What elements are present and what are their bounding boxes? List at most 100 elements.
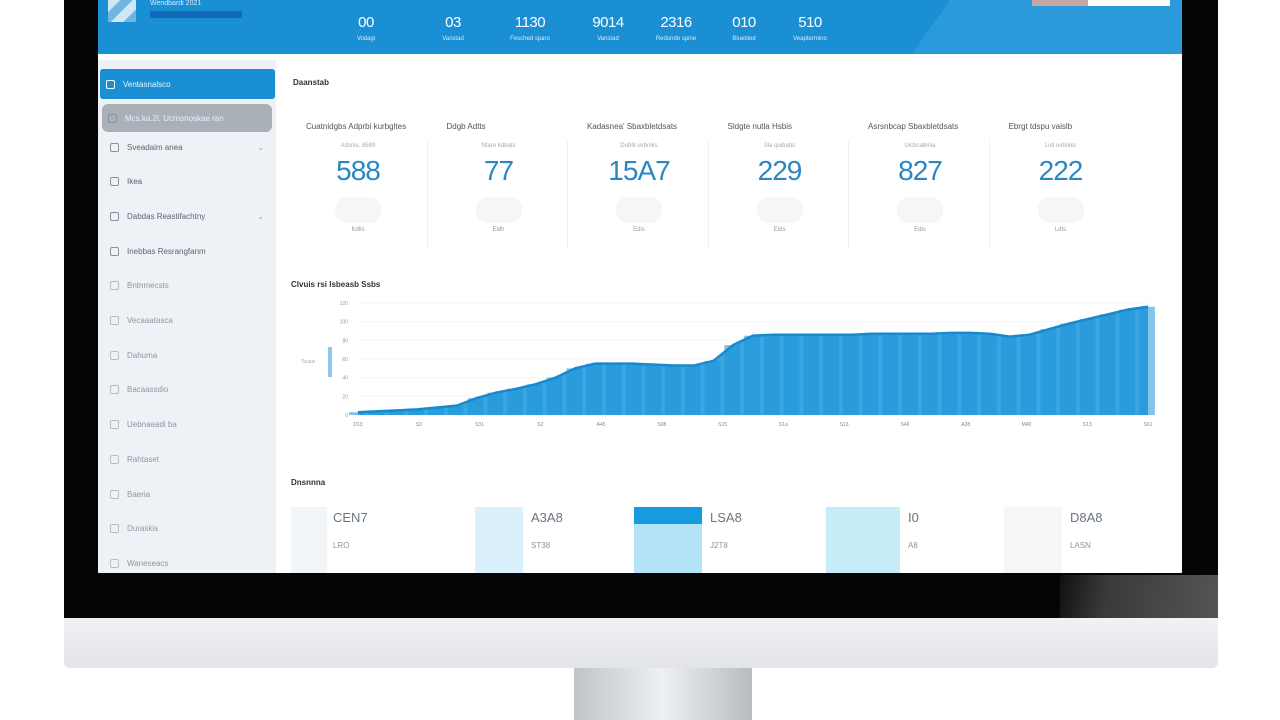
x-tick-label: M40 bbox=[1022, 422, 1032, 428]
kpi-sparkline bbox=[335, 197, 381, 223]
header-button[interactable] bbox=[1032, 0, 1088, 6]
chat-icon bbox=[110, 281, 119, 291]
kpi-card[interactable]: Ebrgt tdspu vaislb Luti uvbniks 222 Ldts bbox=[991, 122, 1131, 233]
sidebar-item[interactable]: Inebbas Resrangfanm bbox=[104, 237, 274, 265]
chevron-down-icon[interactable]: ⌄ bbox=[257, 211, 264, 221]
chart-bar bbox=[1079, 318, 1096, 415]
sidebar-item[interactable]: Vecaaatasca bbox=[104, 307, 274, 335]
y-tick-label: 20 bbox=[342, 394, 348, 400]
chart-bar bbox=[1060, 323, 1076, 415]
kpi-subtitle: Adsnis. 8599 bbox=[340, 143, 376, 149]
chart-bar bbox=[566, 368, 583, 415]
sidebar-item[interactable]: Uebnaeadi ba bbox=[104, 411, 274, 439]
chart-bar bbox=[447, 405, 464, 415]
summary-subvalue: LRO bbox=[333, 541, 350, 550]
overview-title: Daanstab bbox=[293, 78, 330, 87]
chart-title: Clvuis rsi lsbeasb Ssbs bbox=[291, 280, 381, 289]
kpi-sparkline bbox=[897, 197, 943, 223]
header-right-panel bbox=[912, 0, 1182, 54]
chart-bar bbox=[1139, 306, 1155, 415]
summary-value: LSA8 bbox=[710, 510, 742, 525]
summary-color-block bbox=[475, 507, 523, 573]
sidebar-item[interactable]: Sveadaim anea ⌄ bbox=[104, 133, 274, 161]
area-chart: 0 20 40 60 80 100 120 Tsuasi D13 S3 S31 S2 A45 S08 S15… bbox=[301, 301, 1155, 428]
chart-bar bbox=[428, 407, 444, 415]
sidebar-item[interactable]: Rahtaset bbox=[104, 445, 274, 473]
chart-bar bbox=[1040, 329, 1057, 415]
kpi-title: Cuatnidgbs Adprbi kurbgltes bbox=[306, 122, 407, 131]
kpi-footer: Kdlis bbox=[351, 227, 365, 233]
kpi-footer: Eldh bbox=[492, 227, 505, 233]
kpi-sparkline bbox=[616, 197, 662, 223]
sidebar-item[interactable]: Duraskis bbox=[104, 515, 274, 543]
chart-bar bbox=[882, 333, 899, 415]
sidebar-item[interactable]: Mcs.ka.2l. Ucrnsnoskae ran ⌄ bbox=[102, 104, 272, 132]
chart-bar bbox=[842, 334, 859, 415]
sidebar-item[interactable]: Dabdas Reastifachtny ⌄ bbox=[104, 202, 274, 230]
kpi-subtitle: Ulcbcalbnia bbox=[904, 143, 936, 149]
header-stat-label: Redunde spine bbox=[655, 36, 697, 42]
sidebar-item[interactable]: Dahuma bbox=[104, 341, 274, 369]
header-stat: 510 Veaptermino bbox=[770, 14, 850, 42]
sidebar-item[interactable]: Baeria bbox=[104, 480, 274, 508]
y-axis-label: Tsuasi bbox=[301, 359, 315, 365]
header-search-input[interactable] bbox=[1088, 0, 1170, 6]
sidebar-item-label: Sveadaim anea bbox=[127, 142, 183, 152]
kpi-card[interactable]: Asrsnbcap Sbaxbletdsats Ulcbcalbnia 827 Edl… bbox=[850, 122, 990, 233]
chevron-down-icon[interactable]: ⌄ bbox=[257, 142, 264, 152]
kpi-footer: Edis bbox=[633, 227, 645, 233]
x-tick-label: S61 bbox=[1144, 422, 1153, 428]
sidebar-item-label: Bntnmecsts bbox=[127, 281, 169, 291]
chart-bar bbox=[368, 411, 385, 415]
logo-icon[interactable] bbox=[108, 0, 136, 22]
kpi-sparkline bbox=[475, 197, 522, 223]
kpi-card[interactable]: Cuatnidgbs Adprbi kurbgltes Adsnis. 8599 5… bbox=[288, 122, 428, 233]
kpi-value: 222 bbox=[1038, 155, 1084, 186]
chart-bar bbox=[744, 335, 760, 415]
chart-bar bbox=[546, 377, 563, 415]
sidebar-item[interactable]: Bacaassdio bbox=[104, 376, 274, 404]
chevron-down-icon[interactable]: ⌄ bbox=[255, 113, 262, 123]
kpi-title: Kadasnea' Sbaxbletdsats bbox=[587, 122, 678, 131]
x-tick-label: S13 bbox=[1083, 422, 1092, 428]
header-stat-label: Bluebled bbox=[732, 36, 756, 42]
kpi-divider bbox=[426, 140, 428, 250]
chart-bar bbox=[645, 364, 662, 415]
sidebar: Ventasnalsco Mcs.ka.2l. Ucrnsnoskae ran ⌄ S… bbox=[98, 60, 276, 573]
sidebar-item[interactable]: Waneseacs bbox=[104, 549, 274, 573]
header-stat-value: 510 bbox=[798, 14, 822, 31]
sidebar-item-label: Ikea bbox=[127, 177, 143, 187]
sidebar-item[interactable]: Ikea bbox=[104, 168, 274, 196]
bottom-section-title: Dnsnnna bbox=[291, 478, 326, 487]
header-stat-label: Vanstad bbox=[442, 36, 464, 42]
x-tick-label: S13 bbox=[840, 422, 849, 428]
sidebar-item[interactable]: Ventasnalsco bbox=[100, 69, 275, 99]
kpi-card[interactable]: Ddgb Adtts Ntare kdbats 77 Eldh bbox=[429, 122, 569, 233]
kpi-title: Asrsnbcap Sbaxbletdsats bbox=[868, 122, 959, 131]
chart-bar bbox=[763, 334, 780, 415]
sidebar-item-label: Baeria bbox=[127, 489, 151, 499]
chart-bar bbox=[1020, 334, 1037, 415]
info-icon bbox=[110, 558, 119, 568]
kpi-footer: Ldts bbox=[1054, 227, 1067, 233]
chart-bar bbox=[704, 360, 721, 415]
chart-bar bbox=[981, 333, 997, 415]
header-stat: 010 Bluebled bbox=[704, 14, 784, 42]
kpi-card[interactable]: Sldgte nutla Hsbis Sla quibabs 229 Elds bbox=[710, 122, 850, 233]
sidebar-item[interactable]: Bntnmecsts bbox=[104, 272, 274, 300]
chart-bar bbox=[1119, 309, 1136, 415]
chart-bar bbox=[803, 334, 820, 415]
list-icon bbox=[108, 113, 117, 123]
kpi-card[interactable]: Kadasnea' Sbaxbletdsats Dubiti uvbniks 15A… bbox=[569, 122, 709, 233]
series-line bbox=[357, 305, 1149, 414]
chart-bar bbox=[1000, 336, 1017, 415]
summary-subvalue: ST38 bbox=[531, 541, 551, 550]
y-tick-label: 0 bbox=[345, 413, 348, 419]
folder-icon bbox=[110, 177, 119, 187]
sidebar-item-label: Dahuma bbox=[127, 350, 158, 360]
chart-bar bbox=[586, 363, 602, 415]
chart-bar bbox=[724, 345, 741, 415]
monitor-chin bbox=[64, 618, 1218, 668]
kpi-value: 827 bbox=[898, 155, 943, 186]
chart-bar bbox=[467, 398, 484, 415]
